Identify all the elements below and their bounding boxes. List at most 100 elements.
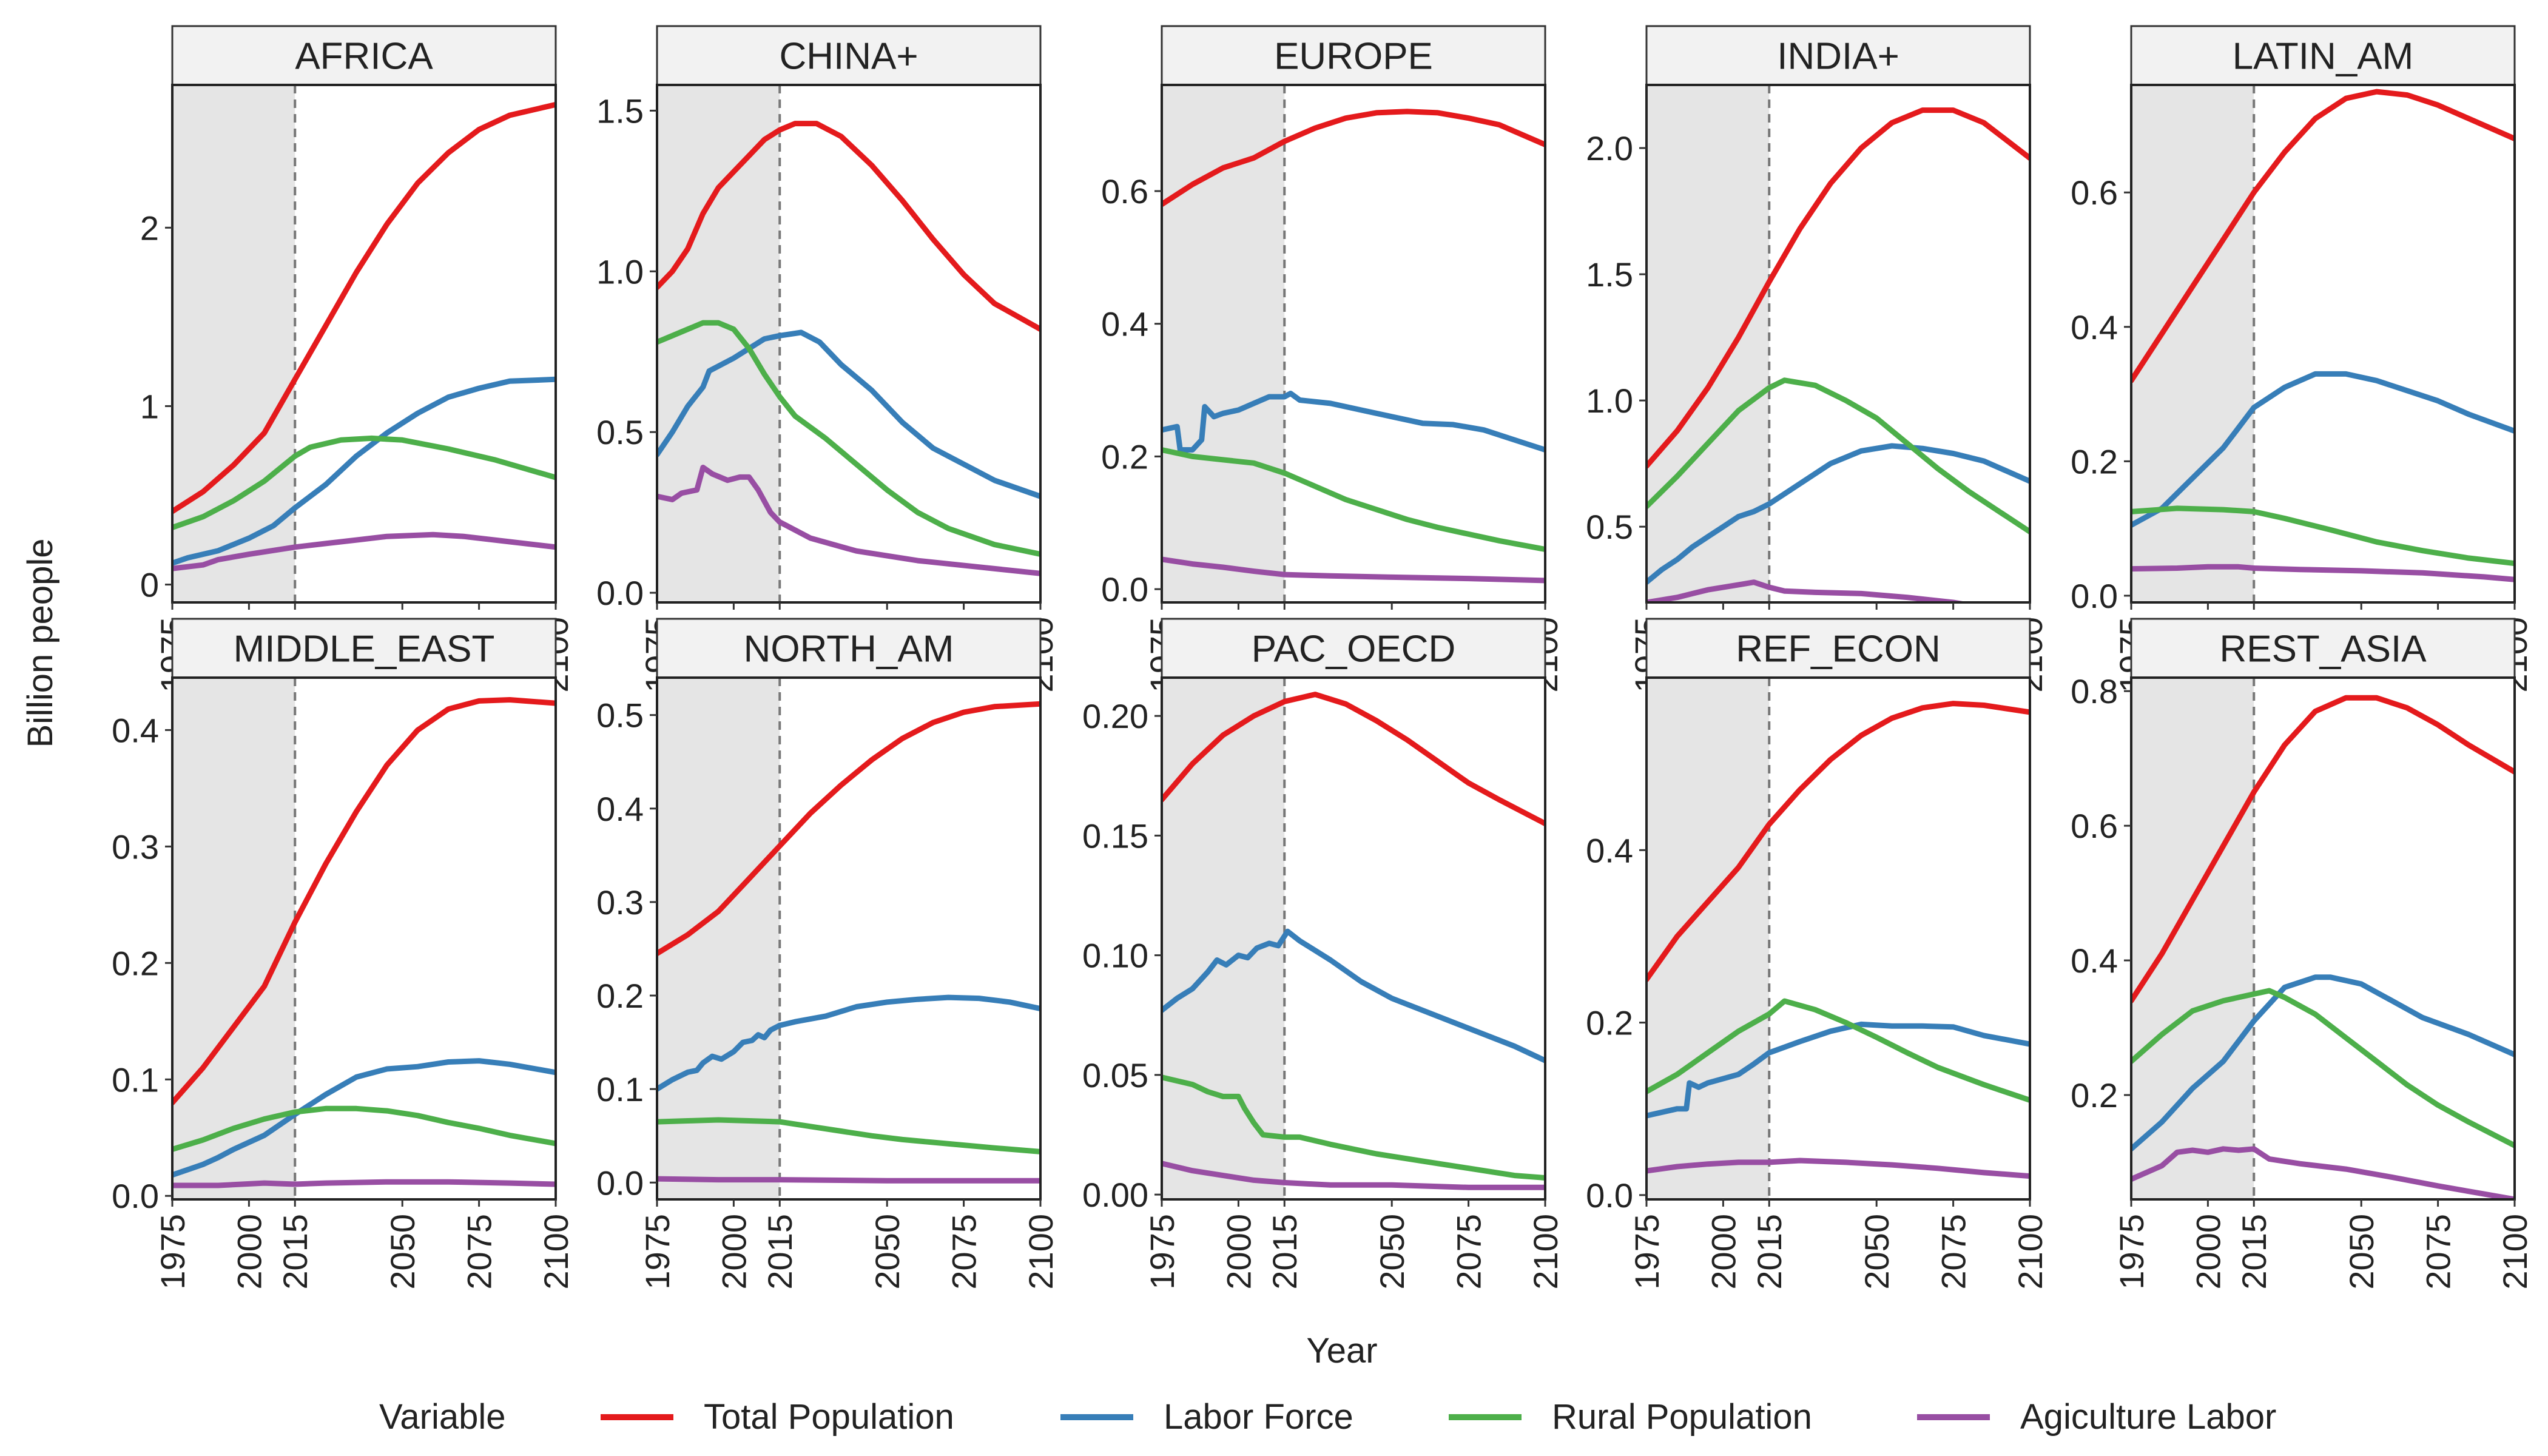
y-tick-label: 0.2 (1586, 1004, 1633, 1042)
series-line-total (172, 697, 556, 1106)
series-group (657, 701, 1040, 1184)
facet-strip (171, 25, 557, 86)
y-tick-label: 0.20 (1082, 697, 1148, 735)
facet-title: INDIA+ (1777, 36, 1899, 78)
x-tick-label: 2015 (1750, 1214, 1788, 1290)
y-tick-label: 0.6 (2071, 807, 2118, 845)
x-tick-label: 2015 (276, 1214, 314, 1290)
y-tick-label: 0.00 (1082, 1176, 1148, 1214)
series-line-agri (657, 1176, 1040, 1184)
facet-panel: INDIA+0.51.01.52.01975200020152050207521… (1586, 25, 2049, 693)
series-line-rural (172, 1105, 556, 1152)
x-tick-label: 2015 (761, 1214, 799, 1290)
series-line-agri (172, 1179, 556, 1188)
y-tick-label: 0.2 (1101, 437, 1148, 476)
x-tick-label: 2000 (1219, 1214, 1258, 1290)
y-tick-label: 1 (140, 387, 159, 425)
x-tick-label: 2050 (1858, 1214, 1896, 1290)
legend-label-total: Total Population (704, 1397, 954, 1437)
series-line-total (1646, 107, 2030, 469)
panel-border (171, 676, 557, 1201)
x-tick-label: 2050 (2342, 1214, 2381, 1290)
y-tick-label: 0.3 (112, 827, 159, 866)
facet-strip (1645, 25, 2031, 86)
y-tick-label: 0.15 (1082, 817, 1148, 855)
x-tick-label: 2075 (1450, 1214, 1488, 1290)
y-tick-label: 0.0 (2071, 577, 2118, 615)
y-tick-label: 0.1 (596, 1070, 644, 1108)
facet-panel: PAC_OECD 0.00 0.05 0.10 0.15 0.20 1975 2000 2015… (1082, 618, 1565, 1290)
x-tick-label: 2100 (2011, 1214, 2049, 1290)
panel-border (1161, 84, 1546, 604)
x-tick-label: 2050 (1373, 1214, 1411, 1290)
series-line-labor (2131, 371, 2515, 528)
facet-panel: LATIN_AM0.00.20.40.619752000201520502075… (2071, 25, 2534, 693)
facet-strip (1645, 618, 2031, 679)
series-line-total (1646, 701, 2030, 982)
legend-label-agri: Agiculture Labor (2020, 1397, 2276, 1437)
x-tick-label: 2100 (537, 1214, 575, 1290)
history-shade (1646, 85, 1770, 602)
y-tick-label: 0.4 (112, 711, 159, 749)
series-group (1162, 109, 1545, 584)
y-tick-label: 0.10 (1082, 937, 1148, 975)
y-tick-label: 2.0 (1586, 129, 1633, 167)
series-line-labor (1162, 928, 1545, 1063)
y-tick-label: 0.2 (2071, 442, 2118, 480)
series-group (1646, 107, 2030, 602)
y-tick-label: 0.6 (2071, 174, 2118, 212)
facet-title: REST_ASIA (2219, 629, 2427, 670)
facet-title: CHINA+ (779, 36, 918, 78)
series-group (1162, 692, 1545, 1190)
facet-panel: EUROPE0.00.20.40.61975200020152050207521… (1101, 25, 1565, 693)
x-tick-label: 2075 (945, 1214, 983, 1290)
x-tick-label: 2075 (1935, 1214, 1973, 1290)
x-tick-label: 2000 (1704, 1214, 1742, 1290)
y-tick-label: 0.6 (1101, 172, 1148, 211)
series-line-agri (1646, 1158, 2030, 1179)
series-line-total (2131, 89, 2515, 383)
y-tick-label: 0.0 (1101, 570, 1148, 608)
history-shade (2131, 678, 2254, 1199)
x-tick-label: 2075 (2419, 1214, 2458, 1290)
series-line-total (657, 701, 1040, 957)
facet-title: LATIN_AM (2233, 36, 2414, 78)
legend: Variable Total Population Labor Force Rural… (379, 1397, 2276, 1437)
y-tick-label: 0.2 (2071, 1076, 2118, 1114)
y-tick-label: 0.4 (1101, 305, 1148, 343)
y-tick-label: 0 (140, 566, 159, 604)
y-tick-label: 0.4 (1586, 831, 1633, 869)
series-line-labor (172, 376, 556, 566)
series-line-rural (1162, 1074, 1545, 1181)
series-group (1646, 701, 2030, 1179)
series-line-agri (2131, 1146, 2515, 1199)
y-tick-label: 0.5 (596, 413, 644, 451)
panel-border (2130, 84, 2516, 604)
facet-panel: REF_ECON 0.0 0.2 0.4 1975 2000 2015 2050 2075 210… (1586, 618, 2049, 1290)
series-line-agri (1646, 579, 1970, 602)
facet-strip (2130, 618, 2516, 679)
x-axis-title: Year (1306, 1331, 1377, 1370)
y-tick-label: 0.3 (596, 883, 644, 922)
facet-panel: AFRICA012197520002015205020752100 (140, 25, 575, 693)
y-tick-label: 1.5 (596, 92, 644, 130)
series-line-labor (1162, 391, 1545, 453)
facet-strip (2130, 25, 2516, 86)
facet-title: PAC_OECD (1252, 629, 1456, 670)
series-group (172, 101, 556, 571)
x-tick-label: 2015 (1266, 1214, 1304, 1290)
x-tick-label: 1975 (153, 1214, 192, 1290)
x-tick-label: 1975 (2112, 1214, 2151, 1290)
series-group (2131, 89, 2515, 582)
y-tick-label: 1.5 (1586, 255, 1633, 294)
y-tick-label: 1.0 (1586, 382, 1633, 420)
series-line-labor (172, 1058, 556, 1178)
history-shade (1646, 678, 1770, 1199)
facet-strip (171, 618, 557, 679)
y-tick-label: 0.5 (596, 696, 644, 735)
series-line-total (2131, 695, 2515, 1004)
y-tick-label: 0.4 (2071, 942, 2118, 980)
y-tick-label: 0.2 (596, 977, 644, 1015)
series-line-labor (2131, 974, 2515, 1152)
